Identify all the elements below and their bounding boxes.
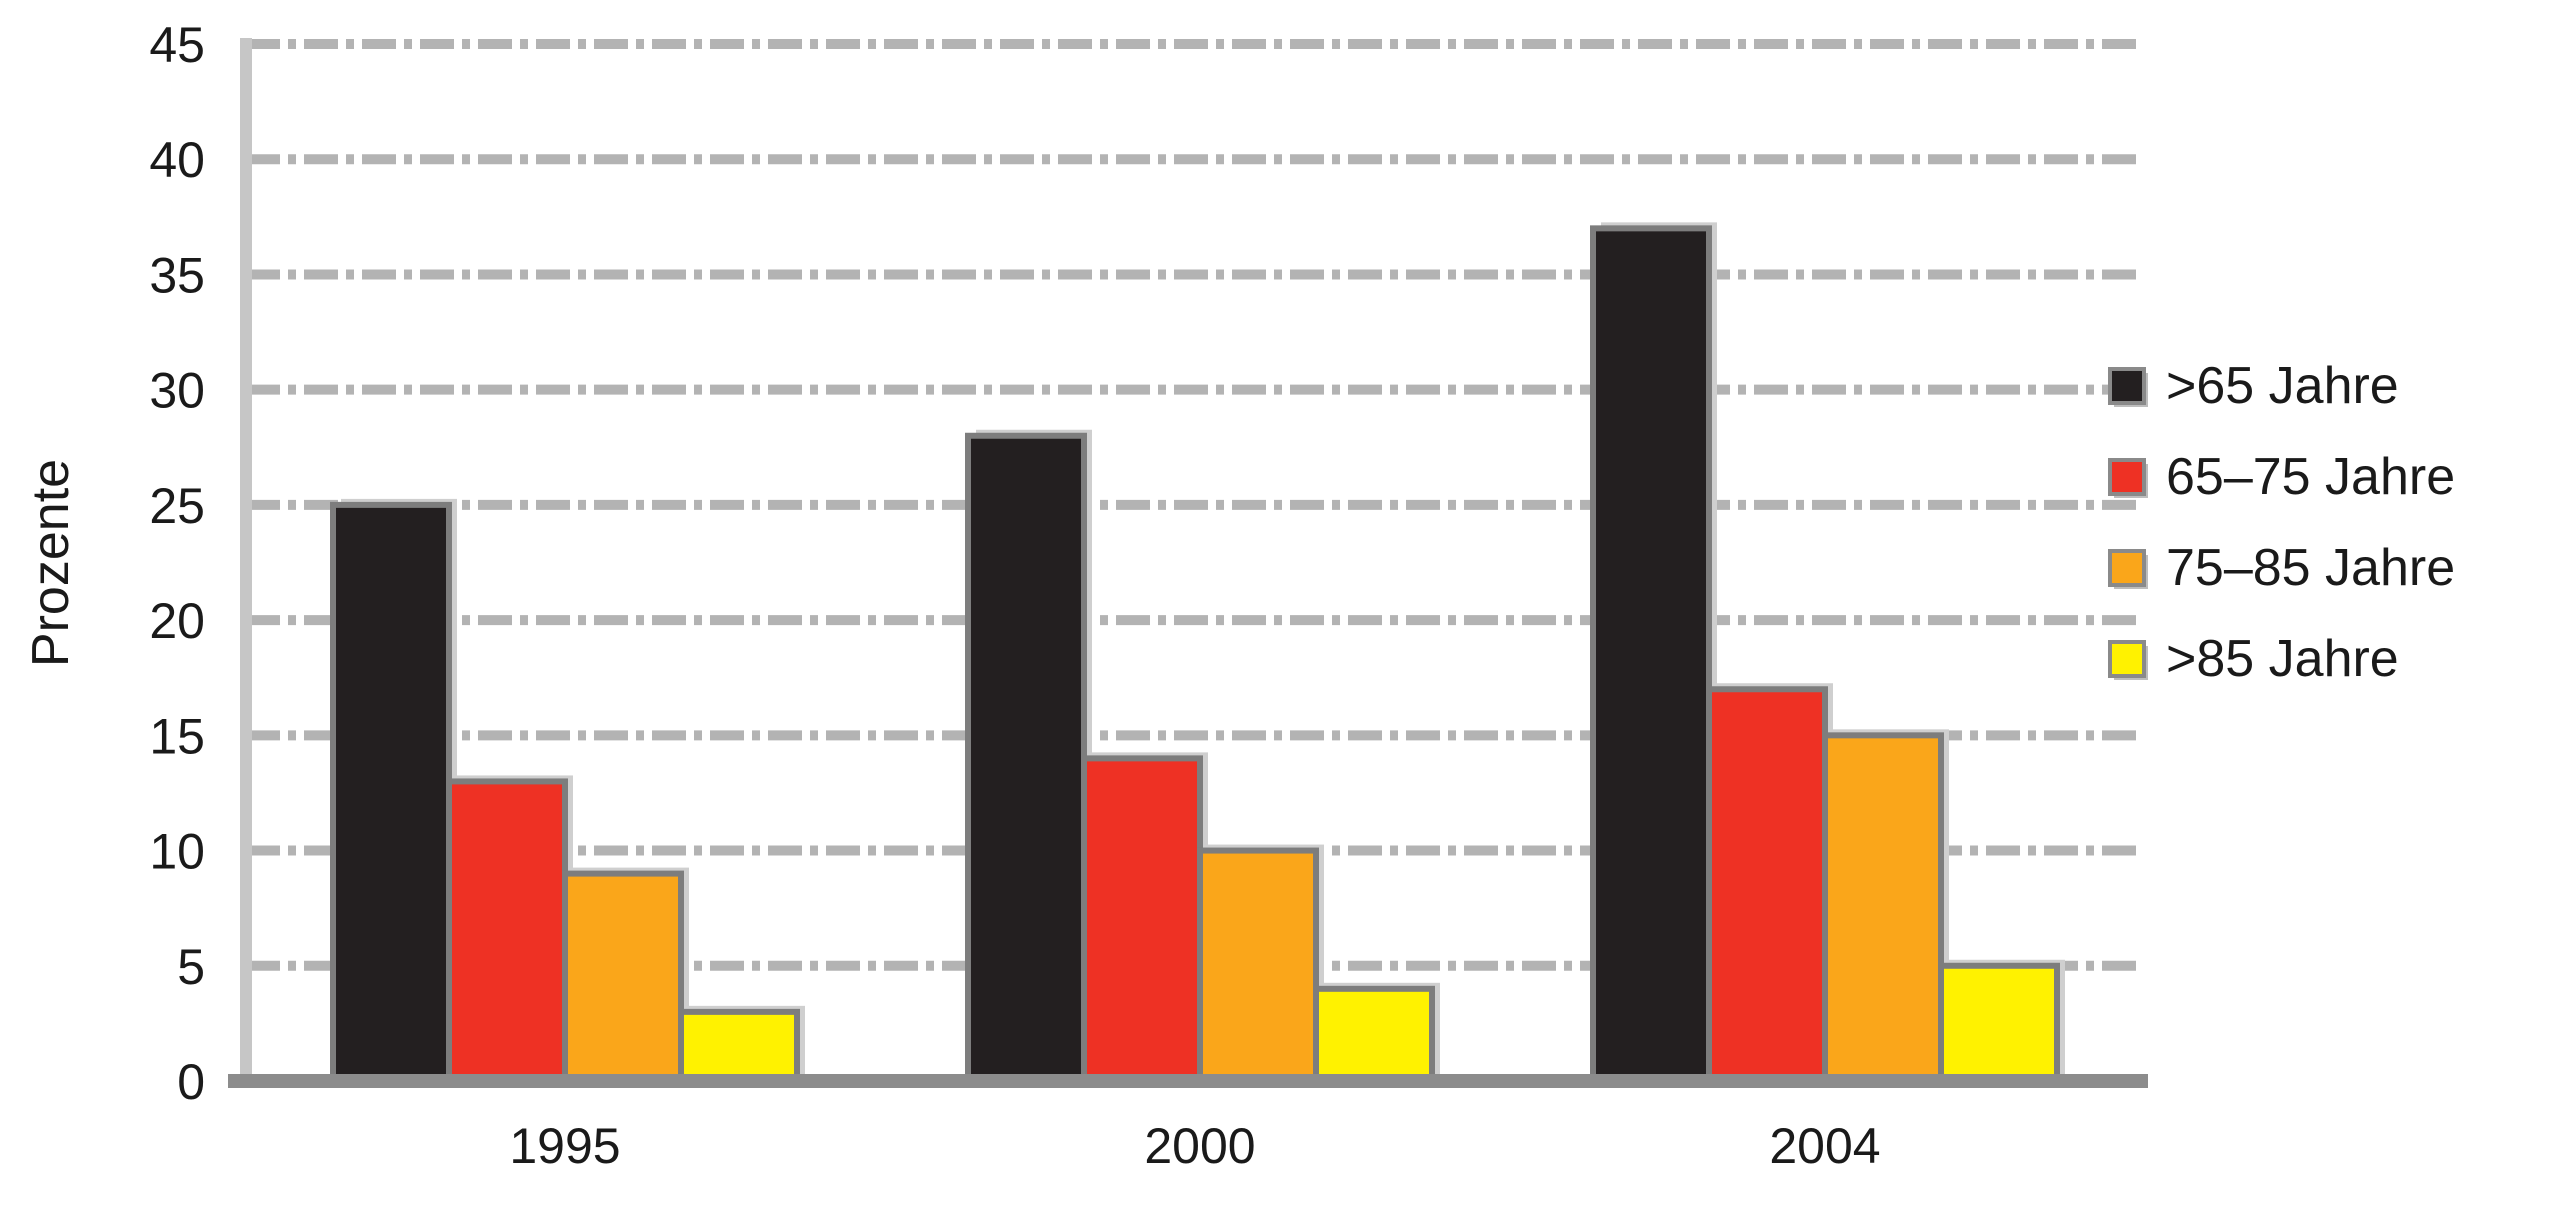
y-tick-label: 10	[149, 824, 205, 880]
y-tick-label: 35	[149, 247, 205, 303]
bar	[1938, 962, 2060, 1084]
y-tick-label: 20	[149, 593, 205, 649]
bar	[446, 778, 568, 1085]
x-tick-label: 1995	[509, 1118, 620, 1174]
legend-swatch	[2108, 549, 2146, 587]
legend-label: >65 Jahre	[2166, 357, 2399, 415]
y-tick-label: 25	[149, 478, 205, 534]
y-tick-label: 15	[149, 708, 205, 764]
x-tick-label: 2004	[1769, 1118, 1880, 1174]
bar	[965, 432, 1087, 1084]
bars	[330, 222, 2065, 1085]
legend: >65 Jahre 65–75 Jahre 75–85 Jahre >85 Jahre	[2108, 357, 2455, 688]
legend-swatch	[2108, 367, 2146, 405]
x-tick-label: 2000	[1144, 1118, 1255, 1174]
bar	[1822, 732, 1944, 1084]
y-tick-label: 45	[149, 17, 205, 73]
x-tick-labels: 1995 2000 2004	[509, 1118, 1880, 1174]
bar	[1590, 225, 1712, 1085]
bar	[1706, 686, 1828, 1084]
bar	[1313, 985, 1435, 1084]
y-tick-label: 5	[177, 939, 205, 995]
legend-swatch	[2108, 640, 2146, 678]
bar	[678, 1008, 800, 1084]
bar	[1081, 755, 1203, 1085]
legend-label: 75–85 Jahre	[2166, 539, 2455, 597]
legend-label: 65–75 Jahre	[2166, 448, 2455, 506]
legend-swatch	[2108, 458, 2146, 496]
y-tick-label: 40	[149, 132, 205, 188]
y-tick-label: 0	[177, 1054, 205, 1110]
y-tick-labels: 0 5 10 15 20 25 30 35 40 45	[149, 17, 205, 1110]
y-tick-label: 30	[149, 363, 205, 419]
bar	[562, 870, 684, 1084]
bar	[1197, 847, 1319, 1084]
y-axis-title: Prozente	[22, 459, 80, 667]
legend-label: >85 Jahre	[2166, 630, 2399, 688]
bar	[330, 501, 452, 1084]
